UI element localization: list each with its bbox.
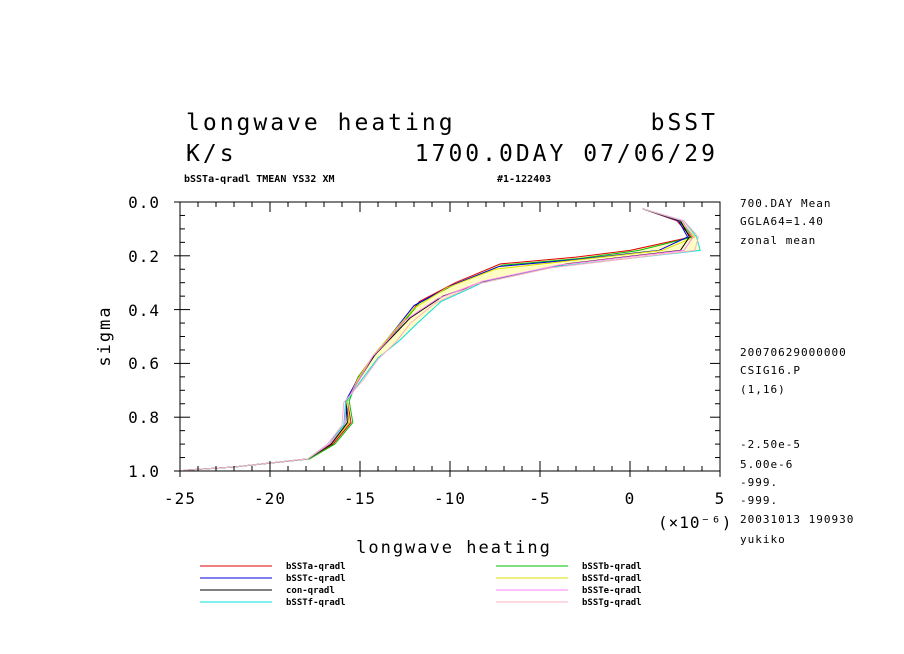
subtitle-left: bSSTa-qradl TMEAN YS32 XM (184, 174, 335, 185)
y-tick-label: 0.8 (128, 408, 160, 427)
side-info-line: zonal mean (740, 234, 816, 247)
y-tick-label: 0.2 (128, 247, 160, 266)
x-tick-label: 5 (715, 489, 726, 508)
chart-title: longwave heating (186, 110, 456, 136)
side-info-line: -999. (740, 476, 778, 489)
side-info-line: 20070629000000 (740, 346, 847, 359)
side-info-line: CSIG16.P (740, 364, 801, 377)
series-line-bSSTd-qradl (183, 208, 696, 471)
y-tick-label: 0.4 (128, 301, 160, 320)
units-label: K/s (186, 141, 237, 167)
y-tick-label: 0.0 (128, 193, 160, 212)
side-info-line: GGLA64=1.40 (740, 215, 824, 228)
y-tick-labels: 0.0 0.2 0.4 0.6 0.8 1.0 (128, 193, 160, 481)
y-tick-label: 0.6 (128, 354, 160, 373)
y-tick-label: 1.0 (128, 462, 160, 481)
legend-label: bSSTd-qradl (582, 574, 642, 584)
legend-label: bSSTg-qradl (582, 598, 642, 608)
side-info-line: 20031013 190930 (740, 513, 854, 526)
series-line-bSSTe-qradl (183, 208, 694, 471)
legend-label: bSSTc-qradl (286, 574, 346, 584)
y-axis-label: sigma (95, 305, 115, 366)
subtitle-right: #1-122403 (497, 174, 551, 185)
side-info-line: 700.DAY Mean (740, 197, 831, 210)
legend: bSSTa-qradl bSSTc-qradl con-qradl bSSTf-… (200, 562, 642, 608)
series-line-bSSTf-qradl (183, 208, 701, 471)
series-line-bSSTg-qradl (183, 208, 699, 471)
x-tick-label: -25 (164, 489, 196, 508)
x-tick-label: -5 (529, 489, 550, 508)
legend-label: bSSTb-qradl (582, 562, 642, 572)
chart-title-right: bSST (651, 110, 718, 136)
legend-label: con-qradl (286, 586, 335, 596)
legend-label: bSSTa-qradl (286, 562, 346, 572)
side-info-line: -2.50e-5 (740, 438, 801, 451)
side-info-line: 5.00e-6 (740, 458, 793, 471)
plot-frame (179, 201, 721, 472)
x-multiplier: (×10⁻⁶) (658, 513, 732, 532)
x-tick-labels: -25 -20 -15 -10 -5 0 5 (164, 489, 726, 508)
x-tick-label: 0 (625, 489, 636, 508)
series-line-con-qradl (183, 208, 690, 471)
time-label: 1700.0DAY 07/06/29 (415, 141, 718, 167)
x-tick-label: -20 (254, 489, 286, 508)
shaded-area (183, 208, 701, 471)
x-tick-label: -15 (344, 489, 376, 508)
side-info-line: yukiko (740, 533, 786, 546)
x-axis-label: longwave heating (356, 538, 552, 558)
side-info: 700.DAY Mean GGLA64=1.40 zonal mean 2007… (740, 197, 854, 546)
series-line-bSSTc-qradl (183, 208, 689, 471)
tick-marks (174, 201, 721, 477)
side-info-line: (1,16) (740, 383, 786, 396)
shaded-range (183, 208, 701, 471)
side-info-line: -999. (740, 494, 778, 507)
legend-label: bSSTe-qradl (582, 586, 642, 596)
series-layer (183, 208, 701, 471)
x-tick-label: -10 (434, 489, 466, 508)
series-line-bSSTa-qradl (183, 208, 693, 471)
series-line-bSSTb-qradl (183, 208, 694, 471)
legend-label: bSSTf-qradl (286, 598, 346, 608)
